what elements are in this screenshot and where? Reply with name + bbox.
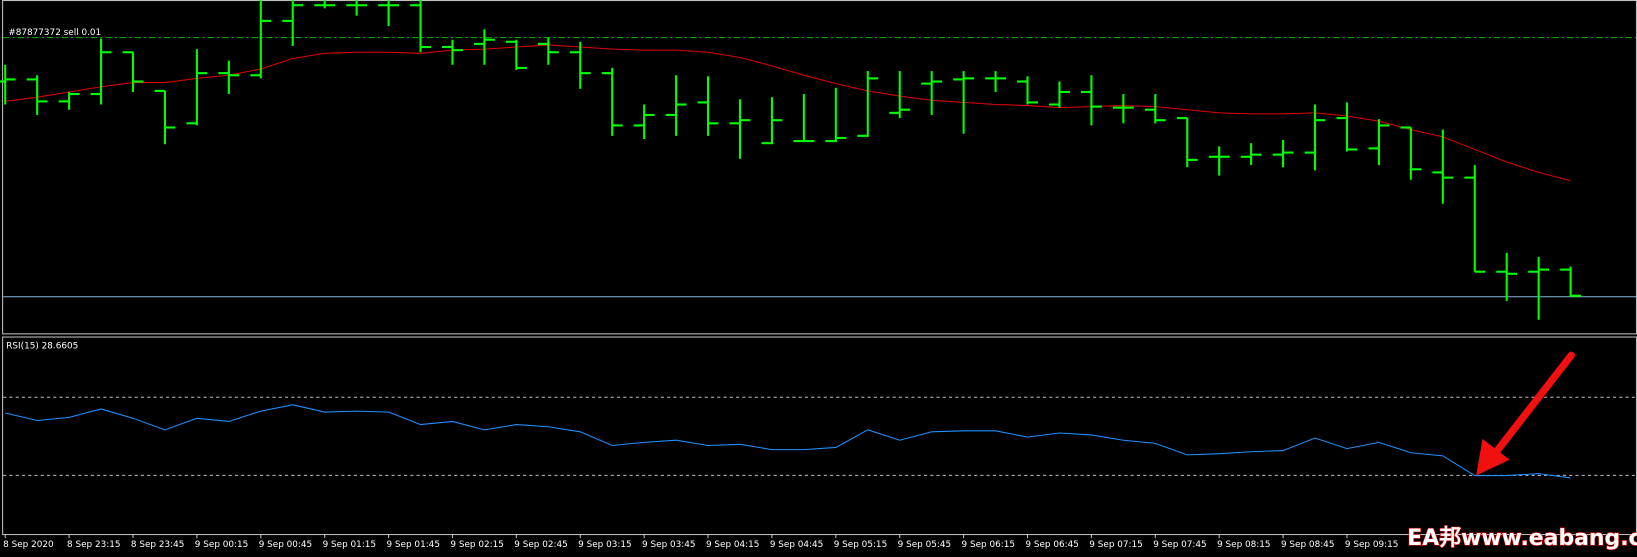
rsi-line [5, 404, 1571, 479]
moving-average [5, 44, 1571, 182]
x-tick-label: 8 Sep 2020 [3, 540, 54, 550]
x-tick-label: 9 Sep 03:15 [578, 540, 631, 550]
x-tick-label: 9 Sep 02:15 [450, 540, 503, 550]
x-tick-label: 9 Sep 06:15 [962, 540, 1015, 550]
order-label: #87877372 sell 0.01 [8, 28, 101, 38]
rsi-title: RSI(15) 28.6605 [6, 341, 78, 351]
x-tick-label: 9 Sep 05:45 [898, 540, 951, 550]
arrow-head [1476, 438, 1510, 476]
x-tick-label: 8 Sep 23:45 [131, 540, 184, 550]
x-tick-label: 9 Sep 03:45 [642, 540, 695, 550]
x-tick-label: 9 Sep 08:15 [1217, 540, 1270, 550]
x-tick-label: 9 Sep 08:45 [1281, 540, 1334, 550]
x-tick-label: 9 Sep 06:45 [1025, 540, 1078, 550]
arrow-shaft [1491, 351, 1575, 458]
x-tick-label: 9 Sep 09:15 [1345, 540, 1398, 550]
x-tick-label: 9 Sep 04:45 [770, 540, 823, 550]
x-tick-label: 9 Sep 04:15 [706, 540, 759, 550]
x-tick-label: 9 Sep 01:15 [323, 540, 376, 550]
x-tick-label: 9 Sep 01:45 [386, 540, 439, 550]
x-tick-label: 9 Sep 07:15 [1089, 540, 1142, 550]
rsi-pane-frame [2, 336, 1637, 536]
x-tick-label: 9 Sep 02:45 [514, 540, 567, 550]
watermark: EA邦www.eabang.com [1407, 526, 1637, 551]
x-tick-label: 8 Sep 23:15 [67, 540, 120, 550]
arrow [1476, 351, 1575, 476]
x-tick-label: 9 Sep 00:45 [259, 540, 312, 550]
price-pane-frame [2, 0, 1637, 335]
x-tick-label: 9 Sep 00:15 [195, 540, 248, 550]
x-tick-label: 9 Sep 05:15 [834, 540, 887, 550]
x-tick-label: 9 Sep 07:45 [1153, 540, 1206, 550]
